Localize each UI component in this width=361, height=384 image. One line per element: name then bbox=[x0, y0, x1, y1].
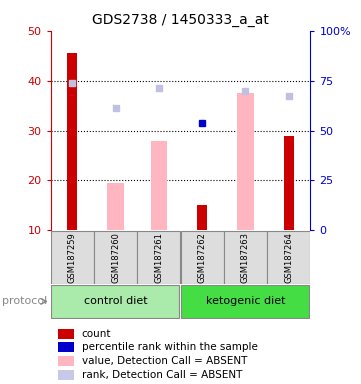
Text: rank, Detection Call = ABSENT: rank, Detection Call = ABSENT bbox=[82, 371, 242, 381]
Bar bbox=[58, 342, 74, 352]
Text: percentile rank within the sample: percentile rank within the sample bbox=[82, 342, 258, 352]
Text: GSM187263: GSM187263 bbox=[241, 232, 250, 283]
Bar bbox=[58, 329, 74, 339]
Bar bbox=[268, 231, 310, 284]
Bar bbox=[151, 141, 167, 230]
Text: value, Detection Call = ABSENT: value, Detection Call = ABSENT bbox=[82, 356, 247, 366]
Text: ketogenic diet: ketogenic diet bbox=[206, 296, 285, 306]
Text: count: count bbox=[82, 329, 111, 339]
Bar bbox=[284, 136, 293, 230]
Text: GSM187261: GSM187261 bbox=[155, 232, 163, 283]
Bar bbox=[68, 53, 77, 230]
Bar bbox=[237, 93, 254, 230]
Bar bbox=[58, 371, 74, 380]
Text: protocol: protocol bbox=[2, 296, 47, 306]
Text: control diet: control diet bbox=[84, 296, 147, 306]
Title: GDS2738 / 1450333_a_at: GDS2738 / 1450333_a_at bbox=[92, 13, 269, 27]
Bar bbox=[51, 231, 93, 284]
Bar bbox=[138, 231, 180, 284]
Bar bbox=[181, 285, 309, 318]
Text: GSM187264: GSM187264 bbox=[284, 232, 293, 283]
Text: GSM187262: GSM187262 bbox=[198, 232, 206, 283]
Bar bbox=[181, 231, 223, 284]
Text: GSM187260: GSM187260 bbox=[111, 232, 120, 283]
Bar bbox=[51, 285, 179, 318]
Text: GSM187259: GSM187259 bbox=[68, 232, 77, 283]
Bar bbox=[58, 356, 74, 366]
Bar bbox=[94, 231, 137, 284]
Bar bbox=[197, 205, 207, 230]
Bar bbox=[107, 183, 124, 230]
Bar bbox=[224, 231, 267, 284]
